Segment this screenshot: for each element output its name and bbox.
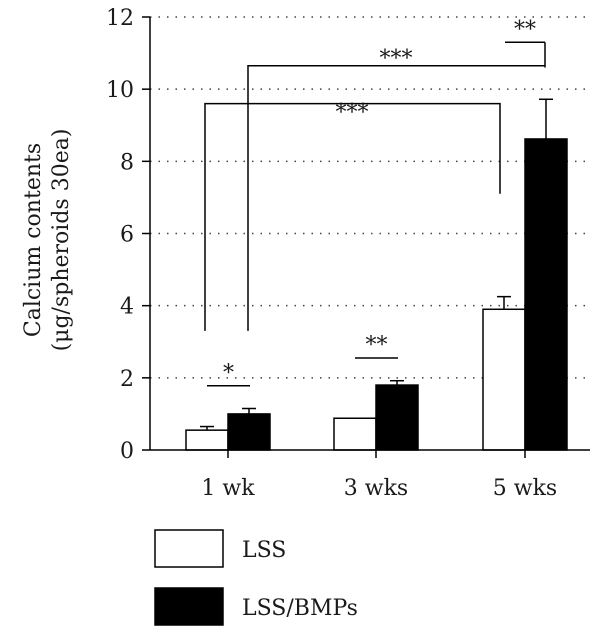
legend-swatch-lss [154,529,224,568]
y-axis-title-line1: Calcium contents [21,143,46,337]
legend: LSS LSS/BMPs [154,529,358,626]
bar [524,138,568,451]
significance-label: * [223,361,234,386]
significance-bracket [247,64,545,331]
legend-label-lss-bmps: LSS/BMPs [242,596,358,621]
y-tick-label: 0 [120,439,134,464]
y-tick-label: 10 [106,78,134,103]
bar [375,384,419,451]
bar [482,308,526,451]
bar [185,429,229,451]
significance-bracket [204,102,501,331]
significance-label: ** [366,333,388,358]
y-tick-label: 2 [120,367,134,392]
bar [333,417,377,451]
significance-label: *** [336,101,369,126]
significance-label: *** [380,47,413,72]
bars [185,98,568,451]
legend-swatch-lss-bmps [154,587,224,626]
y-tick-label: 4 [120,295,134,320]
y-tick-label: 6 [120,223,134,248]
y-tick-label: 8 [120,150,134,175]
significance-markers: *********** [204,17,546,387]
axes: 0 2 4 6 8 10 12 1 wk 3 wks 5 wks [106,6,590,501]
legend-label-lss: LSS [242,538,286,563]
x-tick-label: 3 wks [344,476,408,501]
x-tick-label: 5 wks [493,476,557,501]
x-tick-label: 1 wk [201,476,255,501]
y-axis-title-line2: (μg/spheroids 30ea) [49,129,74,352]
bar [227,413,271,451]
y-tick-label: 12 [106,6,134,31]
significance-label: ** [514,17,536,42]
